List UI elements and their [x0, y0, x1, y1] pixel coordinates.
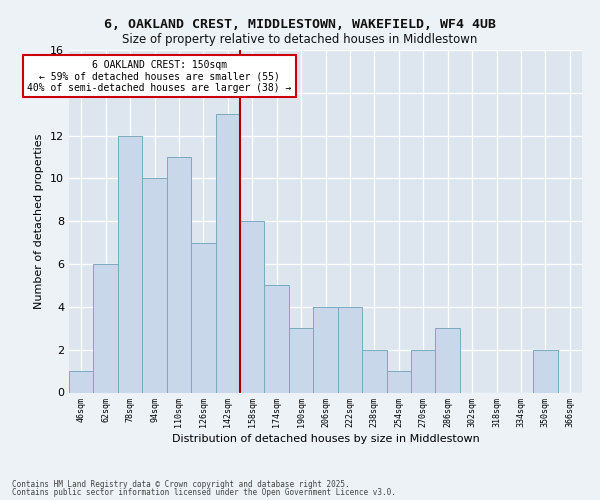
Bar	[191, 242, 215, 392]
Bar	[265, 286, 289, 393]
Text: 6, OAKLAND CREST, MIDDLESTOWN, WAKEFIELD, WF4 4UB: 6, OAKLAND CREST, MIDDLESTOWN, WAKEFIELD…	[104, 18, 496, 30]
Bar	[386, 371, 411, 392]
Bar	[69, 371, 94, 392]
Bar	[533, 350, 557, 393]
Bar	[313, 307, 338, 392]
Bar	[338, 307, 362, 392]
Bar	[411, 350, 436, 393]
X-axis label: Distribution of detached houses by size in Middlestown: Distribution of detached houses by size …	[172, 434, 479, 444]
Bar	[362, 350, 386, 393]
Bar	[118, 136, 142, 392]
Text: Contains HM Land Registry data © Crown copyright and database right 2025.: Contains HM Land Registry data © Crown c…	[12, 480, 350, 489]
Text: 6 OAKLAND CREST: 150sqm
← 59% of detached houses are smaller (55)
40% of semi-de: 6 OAKLAND CREST: 150sqm ← 59% of detache…	[27, 60, 292, 93]
Text: Size of property relative to detached houses in Middlestown: Size of property relative to detached ho…	[122, 32, 478, 46]
Bar	[436, 328, 460, 392]
Y-axis label: Number of detached properties: Number of detached properties	[34, 134, 44, 309]
Text: Contains public sector information licensed under the Open Government Licence v3: Contains public sector information licen…	[12, 488, 396, 497]
Bar	[94, 264, 118, 392]
Bar	[289, 328, 313, 392]
Bar	[240, 221, 265, 392]
Bar	[167, 157, 191, 392]
Bar	[142, 178, 167, 392]
Bar	[215, 114, 240, 392]
